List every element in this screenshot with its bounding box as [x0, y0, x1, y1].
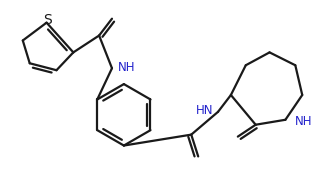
Text: NH: NH: [118, 61, 136, 74]
Text: NH: NH: [295, 115, 313, 128]
Text: HN: HN: [196, 104, 213, 117]
Text: S: S: [43, 13, 52, 27]
